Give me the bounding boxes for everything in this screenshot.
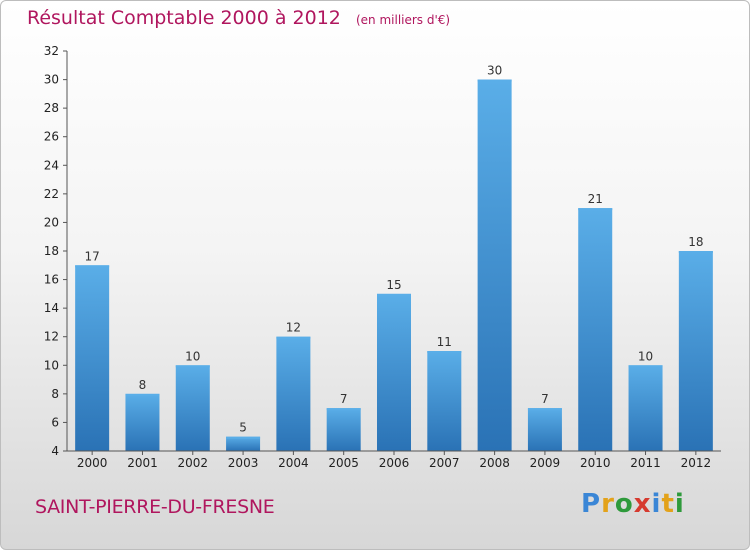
y-tick-label: 28 [44,101,59,115]
x-tick-label-2006: 2006 [379,456,410,470]
value-label-2007: 11 [437,335,452,349]
x-tick-label-2003: 2003 [228,456,259,470]
x-tick-label-2011: 2011 [630,456,661,470]
value-label-2008: 30 [487,64,502,78]
value-label-2002: 10 [185,349,200,363]
value-label-2009: 7 [541,392,549,406]
bar-top-highlight [628,365,663,368]
bars-layer: 17 8 10 5 12 7 15 11 30 7 21 10 18 [75,64,713,452]
chart-header: Résultat Comptable 2000 à 2012 (en milli… [27,7,450,29]
bar-2004 [276,336,311,451]
logo-letter: x [633,489,652,519]
bar-2002 [175,365,210,451]
y-tick-label: 8 [51,387,59,401]
y-tick-label: 20 [44,215,59,229]
logo-letter: i [674,489,685,519]
axis-layer: 4 6 8 10 12 14 16 18 20 22 24 26 28 30 32 2000 2001 2002 2… [44,44,721,470]
value-label-2000: 17 [85,249,100,263]
bar-2001 [125,393,160,451]
x-tick-label-2010: 2010 [580,456,611,470]
logo-letter: i [651,489,662,519]
y-tick-label: 30 [44,73,59,87]
value-label-2001: 8 [139,378,147,392]
bar-2005 [326,408,361,451]
value-label-2010: 21 [588,192,603,206]
x-tick-label-2001: 2001 [127,456,158,470]
x-tick-label-2004: 2004 [278,456,309,470]
value-label-2011: 10 [638,349,653,363]
y-tick-label: 6 [51,415,59,429]
y-tick-label: 32 [44,44,59,58]
bar-top-highlight [326,408,361,411]
y-tick-label: 22 [44,187,59,201]
bar-2011 [628,365,663,451]
y-tick-label: 10 [44,358,59,372]
value-label-2004: 12 [286,321,301,335]
bar-2008 [477,79,512,452]
bar-top-highlight [527,408,562,411]
y-tick-label: 12 [44,330,59,344]
x-tick-label-2005: 2005 [328,456,359,470]
logo-letter: t [661,489,675,519]
chart-subtitle: (en milliers d'€) [355,13,451,27]
logo-letter: o [614,489,634,519]
bar-top-highlight [477,79,512,82]
value-label-2003: 5 [239,421,247,435]
bar-2006 [377,293,411,451]
bar-2000 [75,265,110,451]
bar-2012 [678,251,713,451]
bar-top-highlight [276,336,311,339]
y-tick-label: 4 [51,444,59,458]
value-label-2006: 15 [386,278,401,292]
x-tick-label-2009: 2009 [530,456,561,470]
logo-letter: P [581,489,602,519]
y-tick-label: 24 [44,158,59,172]
commune-name: SAINT-PIERRE-DU-FRESNE [35,496,275,518]
bar-2010 [578,208,613,451]
y-tick-label: 18 [44,244,59,258]
x-tick-label-2008: 2008 [479,456,510,470]
x-tick-label-2000: 2000 [77,456,108,470]
value-label-2012: 18 [688,235,703,249]
bar-top-highlight [578,208,613,211]
logo-letter: r [601,489,615,519]
bar-top-highlight [427,351,462,353]
x-tick-label-2007: 2007 [429,456,460,470]
proxiti-logo: Proxiti [581,489,685,519]
x-tick-label-2002: 2002 [177,456,208,470]
bar-2003 [226,436,261,451]
bar-top-highlight [175,365,210,368]
y-tick-label: 14 [44,301,59,315]
bar-top-highlight [678,251,713,253]
bar-2007 [427,351,462,451]
bar-top-highlight [226,436,261,439]
y-tick-label: 16 [44,273,59,287]
x-tick-label-2012: 2012 [681,456,712,470]
bar-2009 [527,408,562,451]
bar-top-highlight [377,293,411,296]
chart-title: Résultat Comptable 2000 à 2012 [27,7,341,29]
bar-top-highlight [125,393,160,396]
y-tick-label: 26 [44,130,59,144]
bar-top-highlight [75,265,110,268]
value-label-2005: 7 [340,392,348,406]
